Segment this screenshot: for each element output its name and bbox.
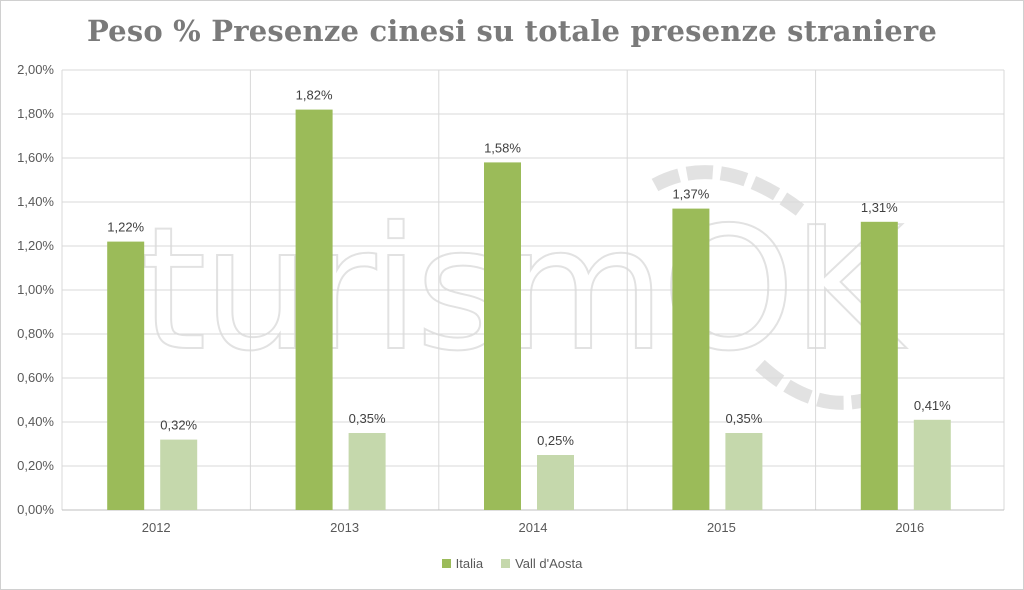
data-label: 0,25%: [537, 433, 574, 448]
legend-swatch-valle-daosta: [501, 559, 511, 568]
data-label: 1,31%: [861, 200, 898, 215]
data-label: 0,32%: [160, 418, 197, 433]
grid: [61, 69, 1005, 511]
y-tick-label: 0,60%: [17, 370, 54, 385]
legend-label-italia: Italia: [455, 556, 484, 571]
x-tick-label: 2016: [895, 520, 924, 535]
y-tick-label: 1,40%: [17, 194, 54, 209]
bar-italia: [484, 162, 521, 510]
x-tick-label: 2015: [707, 520, 736, 535]
y-tick-label: 0,80%: [17, 326, 54, 341]
chart-title: Peso % Presenze cinesi su totale presenz…: [86, 14, 938, 48]
x-tick-label: 2014: [519, 520, 548, 535]
bar-italia: [860, 221, 898, 511]
y-tick-label: 0,20%: [17, 458, 54, 473]
legend-item-valle-daosta: Vall d'Aosta: [501, 556, 582, 571]
data-label: 0,35%: [725, 411, 762, 426]
bar-italia: [672, 208, 710, 510]
legend-label-valle-daosta: Vall d'Aosta: [515, 556, 583, 571]
bar-valle-daosta: [537, 455, 574, 510]
legend-swatch-italia: [441, 559, 451, 568]
legend: Italia Vall d'Aosta: [0, 556, 1024, 571]
y-tick-label: 0,40%: [17, 414, 54, 429]
data-label: 1,58%: [484, 140, 521, 155]
data-label: 1,82%: [296, 88, 333, 103]
y-tick-label: 1,60%: [17, 150, 54, 165]
y-tick-label: 0,00%: [17, 502, 54, 517]
x-tick-label: 2013: [330, 520, 359, 535]
bars: [107, 109, 951, 511]
y-tick-label: 1,80%: [17, 106, 54, 121]
watermark-arrow-top: [651, 165, 805, 216]
bar-valle-daosta: [348, 433, 386, 510]
data-label: 0,35%: [349, 411, 386, 426]
watermark: turismOK: [139, 165, 913, 410]
bar-valle-daosta: [160, 439, 198, 510]
y-tick-label: 1,20%: [17, 238, 54, 253]
data-label: 1,37%: [672, 187, 709, 202]
bar-valle-daosta: [725, 433, 763, 510]
x-tick-label: 2012: [142, 520, 171, 535]
bar-italia: [107, 241, 145, 510]
bar-italia: [295, 109, 333, 510]
data-label: 0,41%: [914, 398, 951, 413]
data-label: 1,22%: [107, 220, 144, 235]
y-tick-label: 1,00%: [17, 282, 54, 297]
bar-valle-daosta: [913, 419, 951, 510]
labels: 0,00% 0,20% 0,40% 0,60% 0,80% 1,00% 1,20% 1,40%…: [17, 62, 951, 535]
y-tick-label: 2,00%: [17, 62, 54, 77]
legend-item-italia: Italia: [441, 556, 484, 571]
